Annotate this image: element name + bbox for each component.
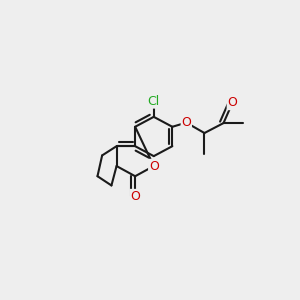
Text: O: O [130, 190, 140, 202]
Text: Cl: Cl [148, 95, 160, 108]
Text: O: O [149, 160, 159, 172]
Text: O: O [182, 116, 191, 129]
Text: O: O [227, 97, 237, 110]
